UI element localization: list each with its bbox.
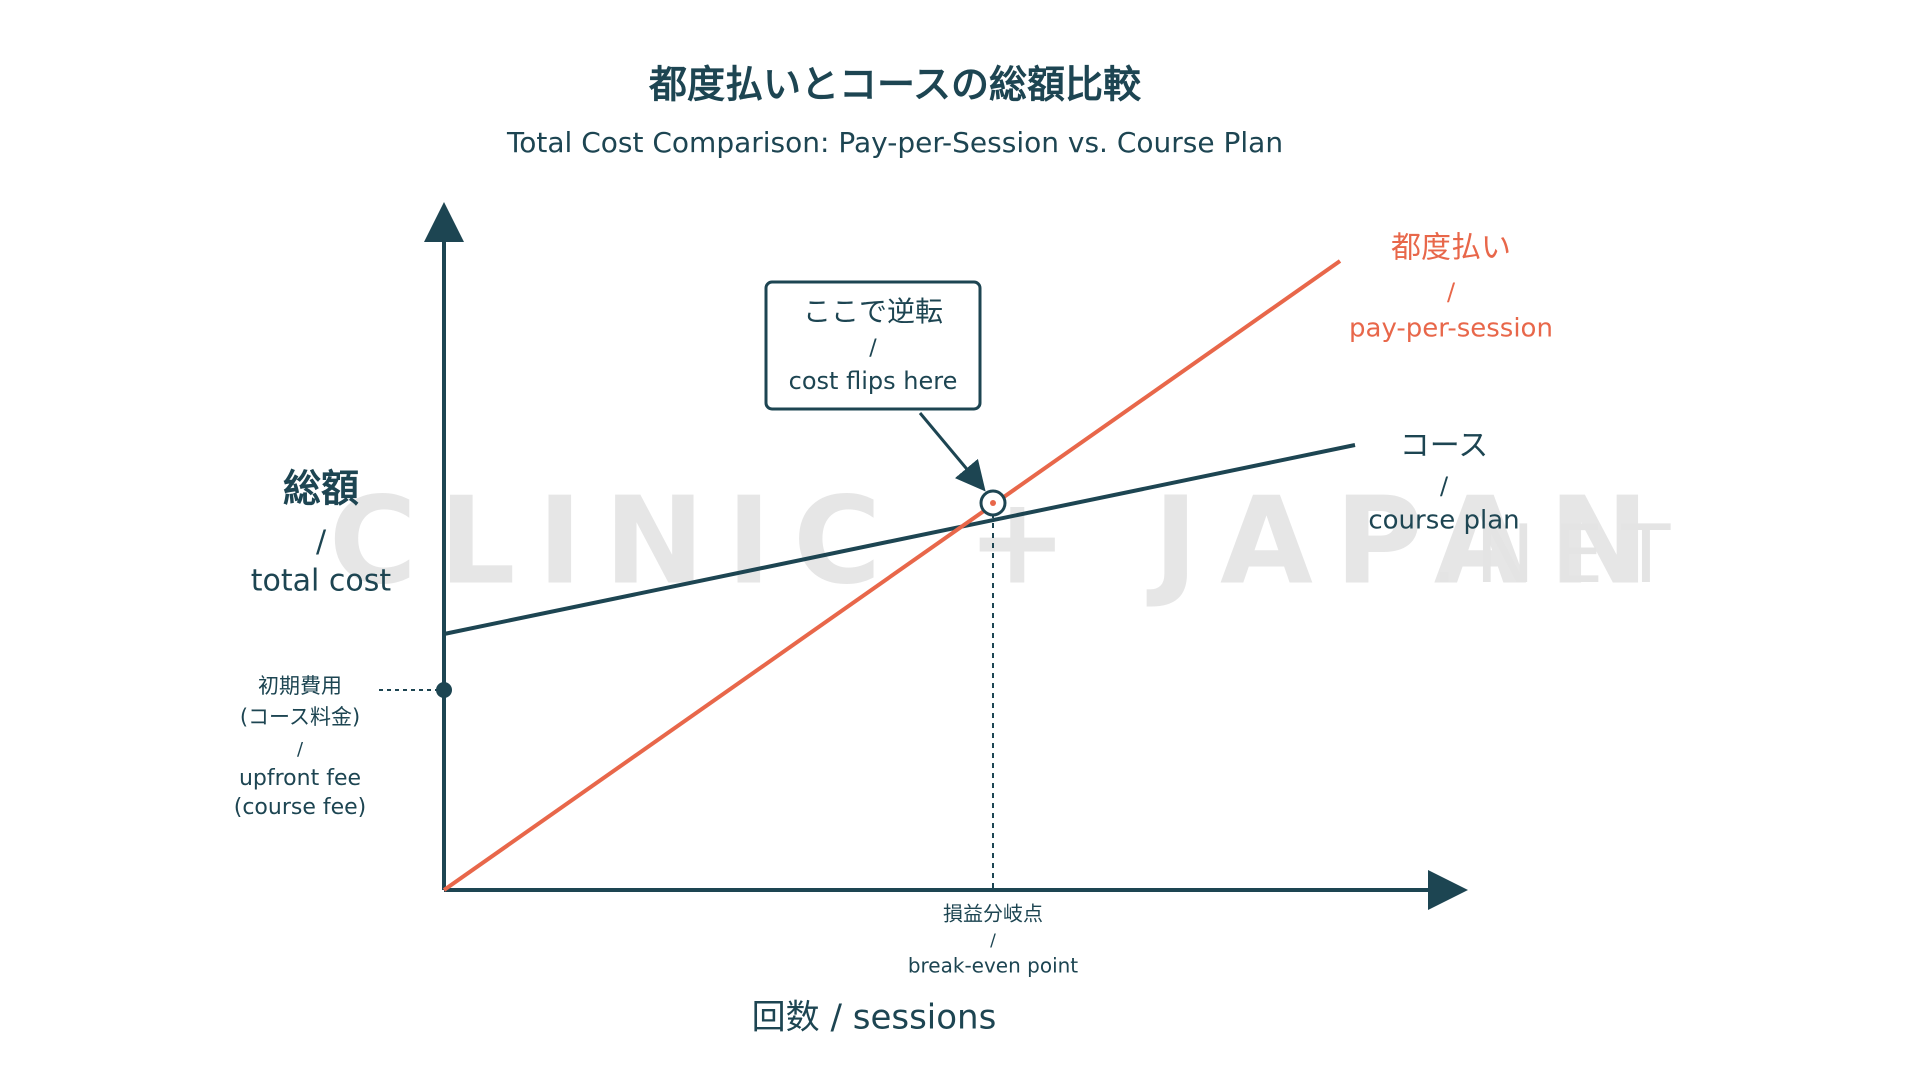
break-even-center bbox=[990, 500, 996, 506]
line-label-ja: 都度払い bbox=[1391, 231, 1511, 266]
y-label-ja: 総額 bbox=[283, 467, 359, 511]
x-label: 回数 / sessions bbox=[752, 998, 997, 1038]
callout-arrow bbox=[918, 412, 986, 492]
line-label-en: pay-per-session bbox=[1349, 314, 1553, 344]
upfront-en: upfront fee bbox=[239, 766, 361, 791]
break-even-sep: / bbox=[990, 931, 996, 951]
break-even-ja: 損益分岐点 bbox=[943, 902, 1043, 926]
y-label-en: total cost bbox=[251, 564, 392, 599]
line-label-en: course plan bbox=[1368, 506, 1519, 536]
upfront-ja: (コース料金) bbox=[240, 705, 360, 729]
upfront-sep: / bbox=[297, 739, 304, 760]
line-label-ja: コース bbox=[1400, 429, 1489, 464]
callout-ja: ここで逆転 bbox=[803, 295, 943, 328]
title: 都度払いとコースの総額比較 bbox=[648, 63, 1142, 107]
upfront-ja: 初期費用 bbox=[258, 674, 342, 698]
line-label-sep: / bbox=[1440, 472, 1449, 500]
pay-per-session-line bbox=[442, 259, 1342, 892]
subtitle: Total Cost Comparison: Pay-per-Session v… bbox=[506, 126, 1283, 159]
y-label-sep: / bbox=[316, 525, 327, 560]
upfront-en: (course fee) bbox=[234, 795, 367, 820]
callout-en: cost flips here bbox=[789, 367, 958, 395]
watermark-suffix: .NET bbox=[1432, 508, 1689, 601]
course-line bbox=[443, 443, 1356, 636]
line-label-sep: / bbox=[1447, 278, 1456, 306]
callout-box bbox=[764, 280, 982, 411]
break-even-en: break-even point bbox=[908, 954, 1078, 978]
callout-sep: / bbox=[869, 336, 877, 361]
upfront-dot bbox=[436, 682, 452, 698]
